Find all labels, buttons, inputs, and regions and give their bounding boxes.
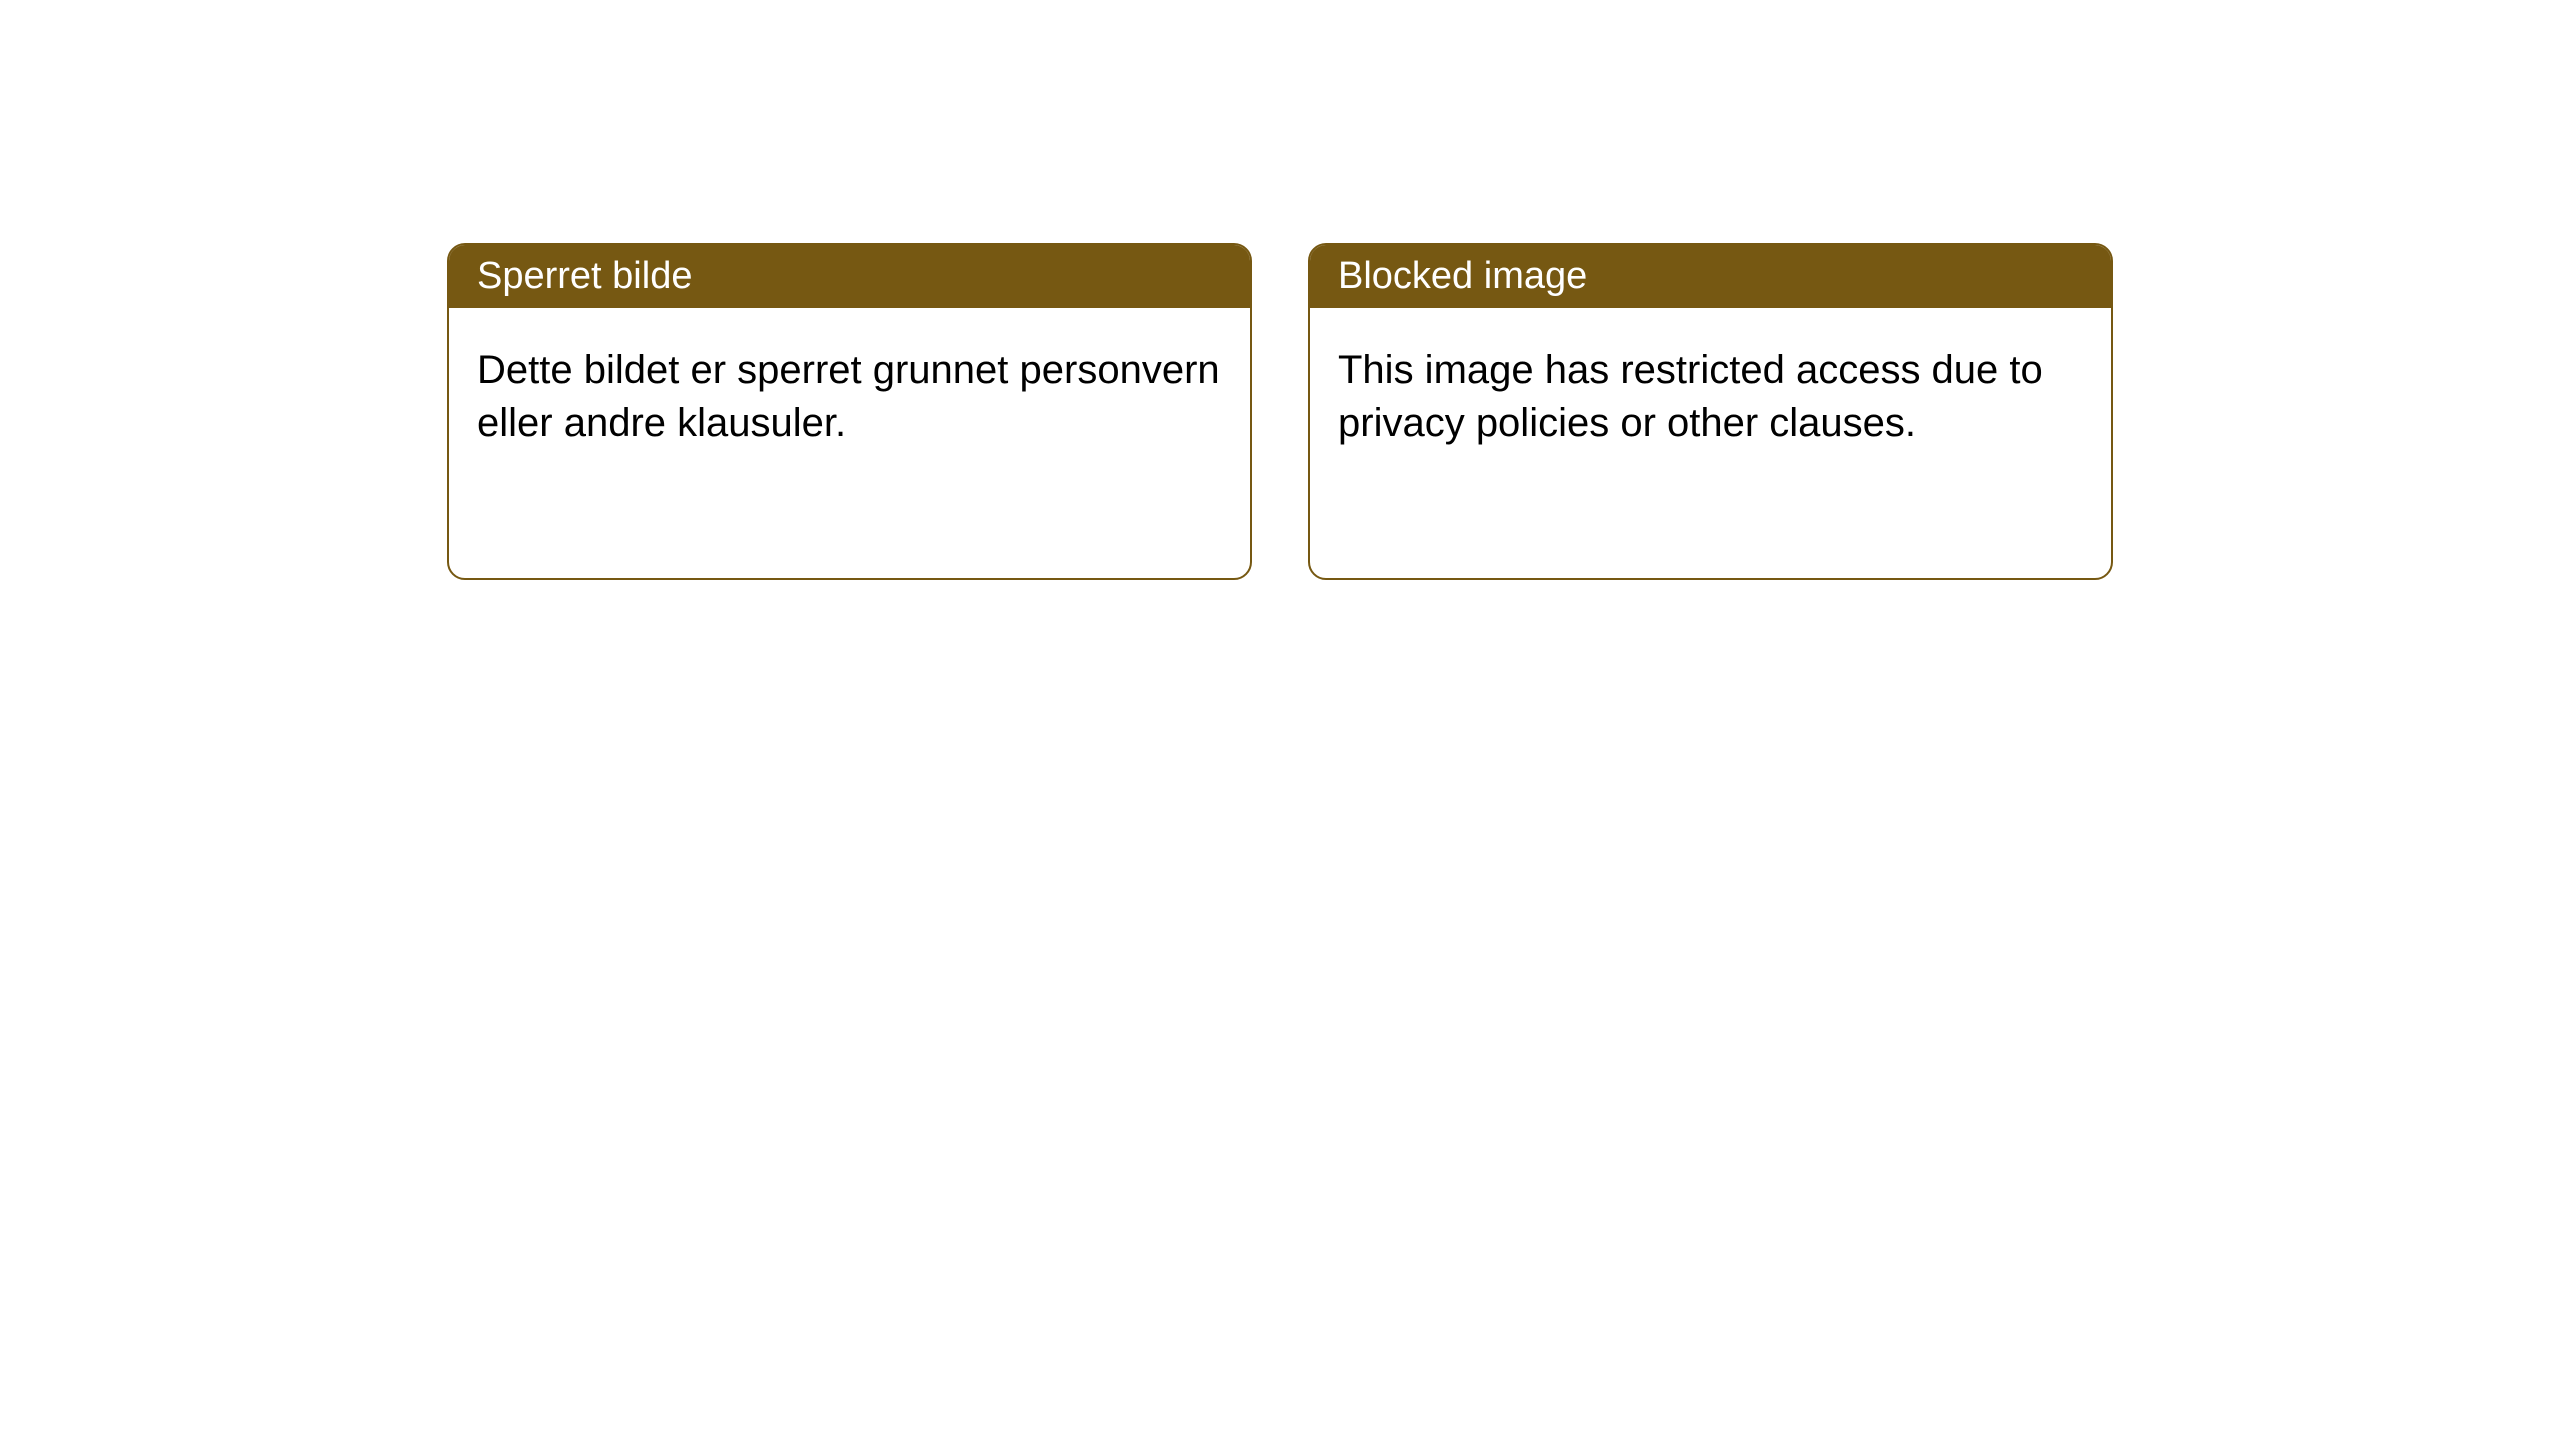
card-body: Dette bildet er sperret grunnet personve… bbox=[449, 308, 1250, 486]
card-message: Dette bildet er sperret grunnet personve… bbox=[477, 348, 1220, 445]
card-header: Blocked image bbox=[1310, 245, 2111, 308]
card-message: This image has restricted access due to … bbox=[1338, 348, 2043, 445]
cards-container: Sperret bilde Dette bildet er sperret gr… bbox=[0, 0, 2560, 580]
blocked-image-card-en: Blocked image This image has restricted … bbox=[1308, 243, 2113, 580]
card-header: Sperret bilde bbox=[449, 245, 1250, 308]
card-body: This image has restricted access due to … bbox=[1310, 308, 2111, 486]
blocked-image-card-no: Sperret bilde Dette bildet er sperret gr… bbox=[447, 243, 1252, 580]
card-title: Sperret bilde bbox=[477, 255, 692, 297]
card-title: Blocked image bbox=[1338, 255, 1587, 297]
